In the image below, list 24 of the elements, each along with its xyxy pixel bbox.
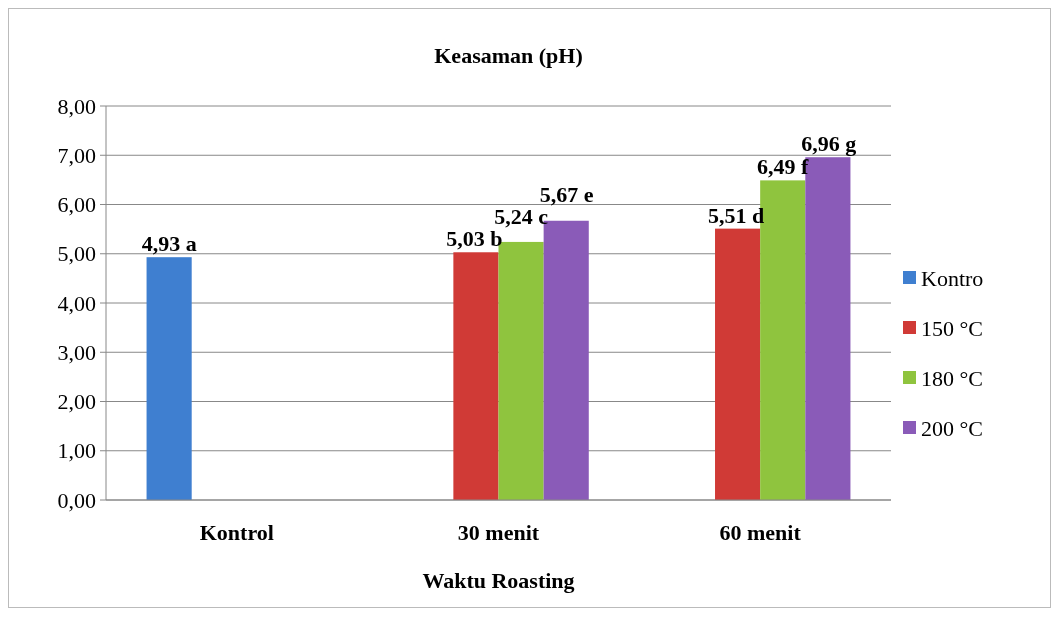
- x-tick-label: 30 menit: [457, 520, 540, 545]
- y-tick-label: 7,00: [57, 142, 96, 168]
- x-tick-label: Kontrol: [199, 520, 274, 545]
- x-axis-title: Waktu Roasting: [422, 568, 575, 593]
- x-tick-label: 60 menit: [719, 520, 802, 545]
- y-tick-label: 4,00: [57, 290, 96, 316]
- data-label: 4,93 a: [141, 231, 197, 257]
- bar: [146, 257, 192, 500]
- y-tick-label: 3,00: [57, 339, 96, 365]
- legend-label: 150 °C: [921, 315, 983, 341]
- y-tick-label: 5,00: [57, 241, 96, 267]
- data-label: 6,96 g: [801, 131, 857, 157]
- bar: [453, 252, 499, 500]
- chart-title: Keasaman (pH): [434, 43, 583, 68]
- legend-label: 180 °C: [921, 365, 983, 391]
- legend-label: Kontro: [921, 265, 984, 291]
- y-tick-label: 1,00: [57, 438, 96, 464]
- y-tick-label: 8,00: [57, 93, 96, 119]
- y-tick-label: 0,00: [57, 487, 96, 513]
- bar: [715, 228, 761, 500]
- data-label: 6,49 f: [757, 154, 810, 180]
- legend-label: 200 °C: [921, 415, 983, 441]
- y-tick-label: 2,00: [57, 389, 96, 415]
- y-tick-label: 6,00: [57, 192, 96, 218]
